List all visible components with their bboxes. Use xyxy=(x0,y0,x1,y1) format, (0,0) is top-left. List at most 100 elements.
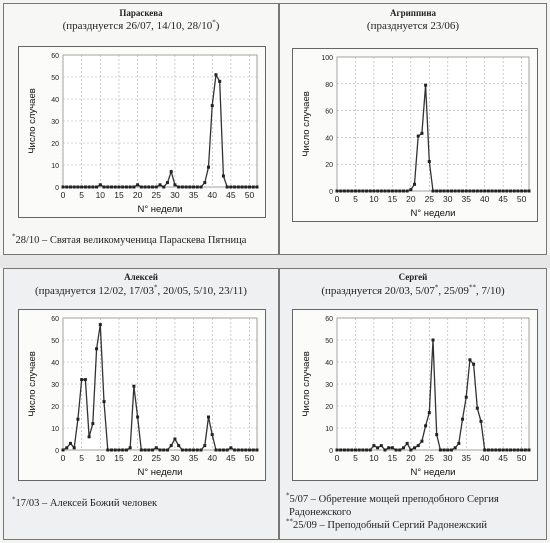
data-point xyxy=(113,448,117,452)
data-point xyxy=(229,446,233,450)
data-point xyxy=(372,189,376,193)
data-point xyxy=(501,448,505,452)
data-point xyxy=(368,448,372,452)
data-point xyxy=(255,448,259,452)
y-tick-label: 60 xyxy=(51,53,59,60)
data-point xyxy=(427,411,431,415)
x-tick-label: 5 xyxy=(79,453,84,463)
x-tick-label: 15 xyxy=(114,190,124,200)
data-point xyxy=(449,448,453,452)
x-axis-title: N° недели xyxy=(411,467,456,478)
data-point xyxy=(464,189,468,193)
data-point xyxy=(106,185,110,189)
data-point xyxy=(516,189,520,193)
data-point xyxy=(479,189,483,193)
y-axis-title: Число случаев xyxy=(301,91,312,157)
data-point xyxy=(398,189,402,193)
data-point xyxy=(486,189,490,193)
data-point xyxy=(132,384,136,388)
data-point xyxy=(110,448,113,452)
y-axis-title: Число случаев xyxy=(27,88,38,154)
data-point xyxy=(461,417,465,421)
x-tick-label: 10 xyxy=(96,453,106,463)
data-point xyxy=(210,104,214,108)
data-point xyxy=(449,189,453,193)
data-point xyxy=(192,185,196,189)
data-point xyxy=(225,185,229,189)
x-tick-label: 15 xyxy=(388,453,398,463)
x-tick-label: 30 xyxy=(443,453,453,463)
data-point xyxy=(139,185,143,189)
data-point xyxy=(339,448,343,452)
data-point xyxy=(379,189,383,193)
data-point xyxy=(151,185,155,189)
data-point xyxy=(139,448,143,452)
x-tick-label: 25 xyxy=(152,453,162,463)
footnote-line: **25/09 – Преподобный Сергий Радонежский xyxy=(286,517,487,531)
line-chart-sergey: 0 10 20 30 40 50 60 0 5 10 15 20 25 30 35 40 45 50 N° неде… xyxy=(301,316,531,478)
data-point xyxy=(214,448,218,452)
data-point xyxy=(76,185,80,189)
data-point xyxy=(394,189,398,193)
y-tick-label: 50 xyxy=(51,75,59,82)
data-point xyxy=(61,448,65,452)
x-tick-label: 45 xyxy=(498,194,508,204)
x-tick-label: 40 xyxy=(207,190,217,200)
data-point xyxy=(346,448,350,452)
data-point xyxy=(192,448,196,452)
x-tick-label: 35 xyxy=(189,453,199,463)
data-point xyxy=(472,189,476,193)
data-point xyxy=(342,448,346,452)
chart-subtitle: (празднуется 12/02, 17/03*, 20/05, 5/10,… xyxy=(35,283,247,297)
data-point xyxy=(523,448,527,452)
footnote: *28/10 – Святая великомученица Параскева… xyxy=(12,233,246,247)
data-point xyxy=(453,446,457,450)
data-point xyxy=(475,189,479,193)
data-point xyxy=(87,435,91,439)
data-point xyxy=(468,189,472,193)
data-point xyxy=(416,134,420,138)
data-point xyxy=(251,185,255,189)
data-point xyxy=(229,185,233,189)
chart-panel-paraskeva: Параскева (празднуется 26/07, 14/10, 28/… xyxy=(3,3,279,255)
data-point xyxy=(195,185,199,189)
data-point xyxy=(420,131,424,135)
data-point xyxy=(505,448,509,452)
line-chart-aleksey: 0 10 20 30 40 50 60 0 5 10 15 20 25 30 35 40 45 50 N° неде… xyxy=(27,316,259,478)
x-tick-label: 25 xyxy=(425,194,435,204)
data-point xyxy=(490,189,494,193)
data-point xyxy=(405,441,409,445)
data-point xyxy=(143,185,147,189)
y-tick-label: 60 xyxy=(51,316,59,323)
data-point xyxy=(520,189,524,193)
data-point xyxy=(427,160,431,164)
data-point xyxy=(61,185,65,189)
data-point xyxy=(102,400,106,404)
data-point xyxy=(509,448,513,452)
y-axis-title: Число случаев xyxy=(27,351,38,417)
data-point xyxy=(244,448,248,452)
chart-panel-aleksey: Алексей (празднуется 12/02, 17/03*, 20/0… xyxy=(3,268,279,540)
data-point xyxy=(446,448,450,452)
data-point xyxy=(505,189,509,193)
data-point xyxy=(435,189,439,193)
data-point xyxy=(233,448,237,452)
chart-panel-sergey: Сергей (празднуется 20/03, 5/07*, 25/09*… xyxy=(279,268,547,540)
x-axis-title: N° недели xyxy=(138,467,183,478)
x-axis-title: N° недели xyxy=(138,204,183,215)
x-tick-label: 25 xyxy=(152,190,162,200)
plot-area xyxy=(336,56,530,192)
chart-name: Агриппина xyxy=(389,8,437,18)
data-point xyxy=(80,185,84,189)
data-point xyxy=(173,183,177,187)
data-point xyxy=(357,448,361,452)
data-point xyxy=(147,185,151,189)
data-point xyxy=(199,185,203,189)
footnote-line: *17/03 – Алексей Божий человек xyxy=(12,495,158,509)
data-point xyxy=(342,189,346,193)
data-point xyxy=(132,185,136,189)
x-tick-label: 50 xyxy=(245,190,255,200)
y-tick-label: 30 xyxy=(51,382,59,389)
chart-frame: 0 10 20 30 40 50 60 0 5 10 15 20 25 30 35 40 45 50 N° неде… xyxy=(18,309,266,481)
data-point xyxy=(457,441,461,445)
